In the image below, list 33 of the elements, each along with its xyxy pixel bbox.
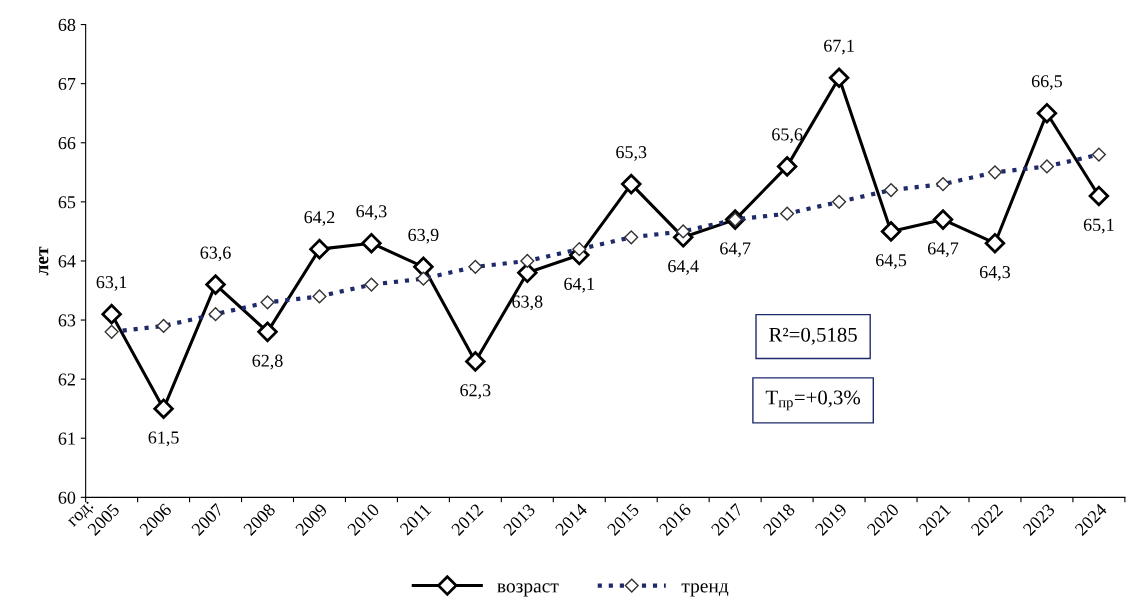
data-label: 63,9 bbox=[408, 228, 439, 244]
y-tick-label: 61 bbox=[58, 432, 75, 445]
y-tick-label: 64 bbox=[58, 255, 76, 268]
y-tick-label: 62 bbox=[58, 373, 75, 386]
data-label: 64,5 bbox=[876, 254, 907, 269]
data-label: 64,7 bbox=[927, 242, 959, 258]
data-label: 65,6 bbox=[772, 128, 803, 144]
y-tick-label: 65 bbox=[58, 196, 76, 209]
y-tick-label: 68 bbox=[58, 18, 76, 31]
data-label: 62,3 bbox=[460, 384, 491, 399]
data-label: 62,8 bbox=[252, 354, 283, 370]
legend-label: возраст bbox=[497, 583, 559, 597]
data-label: 66,5 bbox=[1031, 75, 1063, 90]
y-tick-label: 63 bbox=[58, 314, 76, 327]
data-label: 65,1 bbox=[1083, 218, 1114, 234]
data-label: 64,1 bbox=[564, 277, 594, 293]
y-axis-title: лет bbox=[39, 246, 49, 276]
data-label: 64,2 bbox=[304, 211, 335, 226]
data-label: 64,4 bbox=[668, 260, 699, 275]
y-tick-label: 67 bbox=[58, 77, 76, 91]
legend-label: тренд bbox=[681, 583, 729, 597]
data-label: 63,8 bbox=[512, 295, 543, 311]
data-label: 64,3 bbox=[979, 266, 1011, 281]
y-tick-label: 66 bbox=[58, 137, 76, 150]
data-label: 61,5 bbox=[148, 431, 179, 447]
data-label: 67,1 bbox=[824, 39, 854, 55]
annotation: R²=0,5185 bbox=[769, 327, 857, 345]
data-label: 64,3 bbox=[356, 205, 387, 220]
annotation: T$_{пр}$=+0,3% bbox=[765, 390, 861, 411]
data-label: 63,6 bbox=[200, 246, 231, 262]
data-label: 64,7 bbox=[720, 242, 751, 258]
data-label: 65,3 bbox=[616, 146, 647, 161]
data-label: 63,1 bbox=[96, 276, 127, 291]
